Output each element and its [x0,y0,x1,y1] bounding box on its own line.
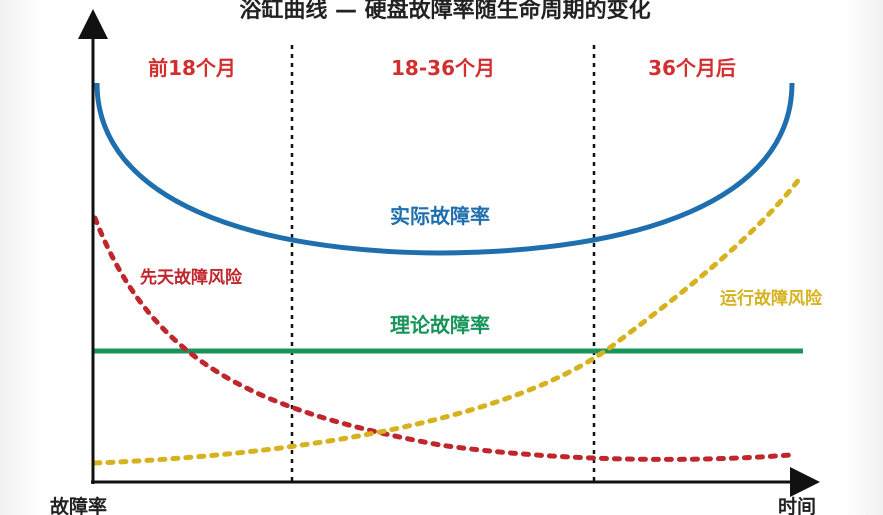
diagram-title: 浴缸曲线 — 硬盘故障率随生命周期的变化 [239,0,650,23]
wearout-failure-risk-label: 运行故障风险 [720,288,823,309]
infant-failure-risk-label: 先天故障风险 [140,267,243,288]
theoretical-failure-rate-label: 理论故障率 [390,313,490,337]
x-axis-label: 时间 [778,496,816,515]
actual-failure-rate-label: 实际故障率 [390,204,490,228]
phase-label-early: 前18个月 [148,56,236,80]
infant-failure-risk-curve [92,215,793,462]
actual-failure-rate-curve [94,82,795,256]
wearout-failure-risk-curve [92,175,803,466]
phase-label-middle: 18-36个月 [391,56,495,80]
y-axis-label: 故障率 [50,495,107,515]
phase-label-late: 36个月后 [648,56,736,80]
